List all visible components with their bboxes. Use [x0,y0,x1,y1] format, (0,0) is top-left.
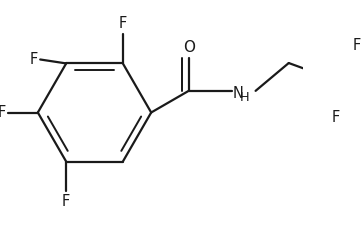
Text: H: H [240,91,249,104]
Text: F: F [353,38,361,53]
Text: F: F [331,110,340,125]
Text: F: F [62,194,70,209]
Text: F: F [119,16,127,31]
Text: O: O [183,40,195,55]
Text: N: N [233,86,244,101]
Text: F: F [30,52,38,67]
Text: F: F [0,105,5,120]
